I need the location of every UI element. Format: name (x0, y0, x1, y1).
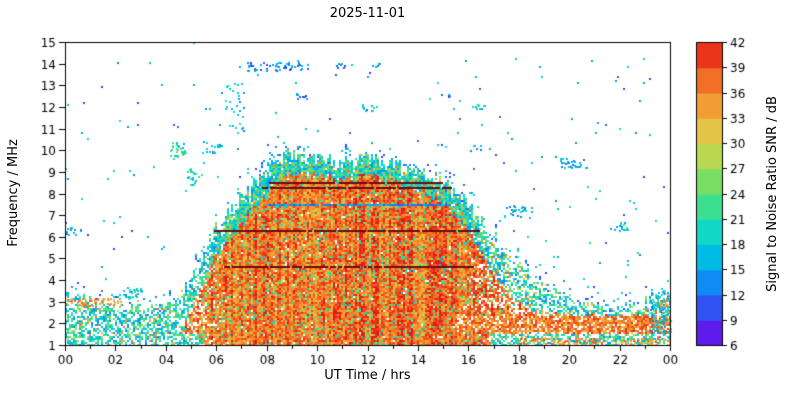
x-axis-label: UT Time / hrs (324, 368, 411, 383)
chart-title: 2025-11-01 (329, 6, 406, 21)
y-axis-label: Frequency / MHz (6, 139, 21, 247)
colorbar-label: Signal to Noise Ratio SNR / dB (765, 96, 780, 292)
